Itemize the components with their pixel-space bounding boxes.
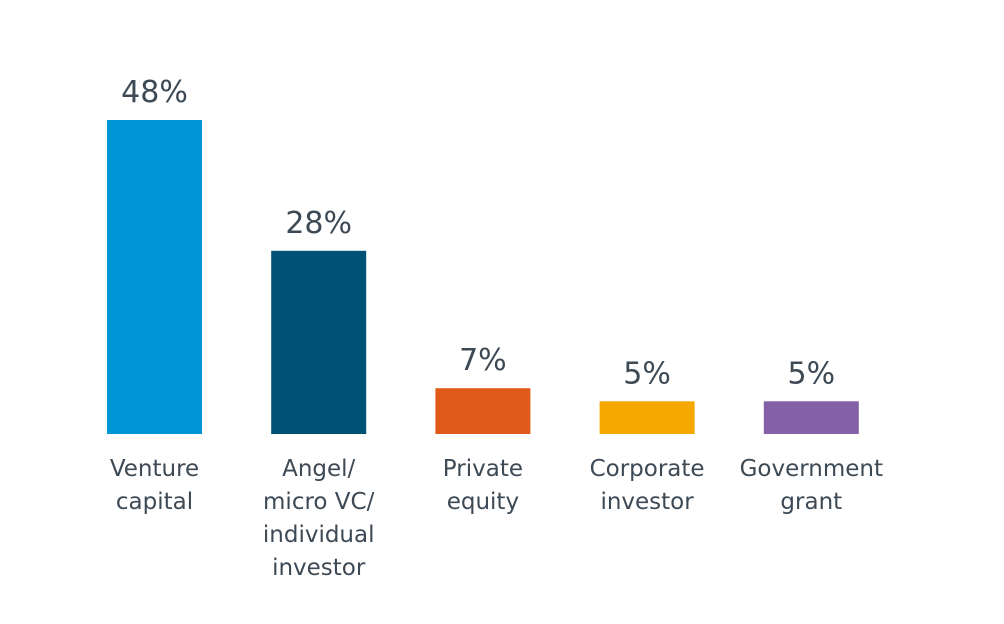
category-label-3: Corporate investor <box>590 456 705 515</box>
category-label-line: capital <box>116 489 193 515</box>
category-label-2: Private equity <box>443 456 523 515</box>
category-label-line: grant <box>780 489 842 515</box>
category-label-line: investor <box>600 489 694 515</box>
value-label-2: 7% <box>459 343 507 378</box>
bar-2 <box>435 388 531 434</box>
bar-3 <box>599 401 695 434</box>
category-label-line: Government <box>740 456 883 482</box>
category-label-line: Private <box>443 456 523 482</box>
category-label-line: micro VC/ <box>263 489 375 515</box>
category-label-4: Government grant <box>740 456 883 515</box>
value-label-1: 28% <box>285 206 352 241</box>
category-label-line: Corporate <box>590 456 705 482</box>
bar-4 <box>763 401 859 434</box>
category-label-0: Venture capital <box>110 456 199 515</box>
category-label-line: individual <box>263 522 375 548</box>
bar-1 <box>271 250 367 434</box>
category-label-line: Angel/ <box>282 456 355 482</box>
value-label-4: 5% <box>788 356 836 391</box>
category-label-line: equity <box>447 489 519 515</box>
bars-group <box>107 120 859 434</box>
category-label-1: Angel/micro VC/individual investor <box>263 456 375 581</box>
value-label-0: 48% <box>121 75 188 110</box>
value-labels-group: 48% 28% 7% 5% 5% <box>121 75 835 391</box>
category-label-line: Venture <box>110 456 199 482</box>
bar-0 <box>107 120 202 434</box>
category-labels-group: Venture capital Angel/micro VC/individual i… <box>110 456 883 581</box>
category-label-line: investor <box>272 555 366 581</box>
value-label-3: 5% <box>623 356 671 391</box>
